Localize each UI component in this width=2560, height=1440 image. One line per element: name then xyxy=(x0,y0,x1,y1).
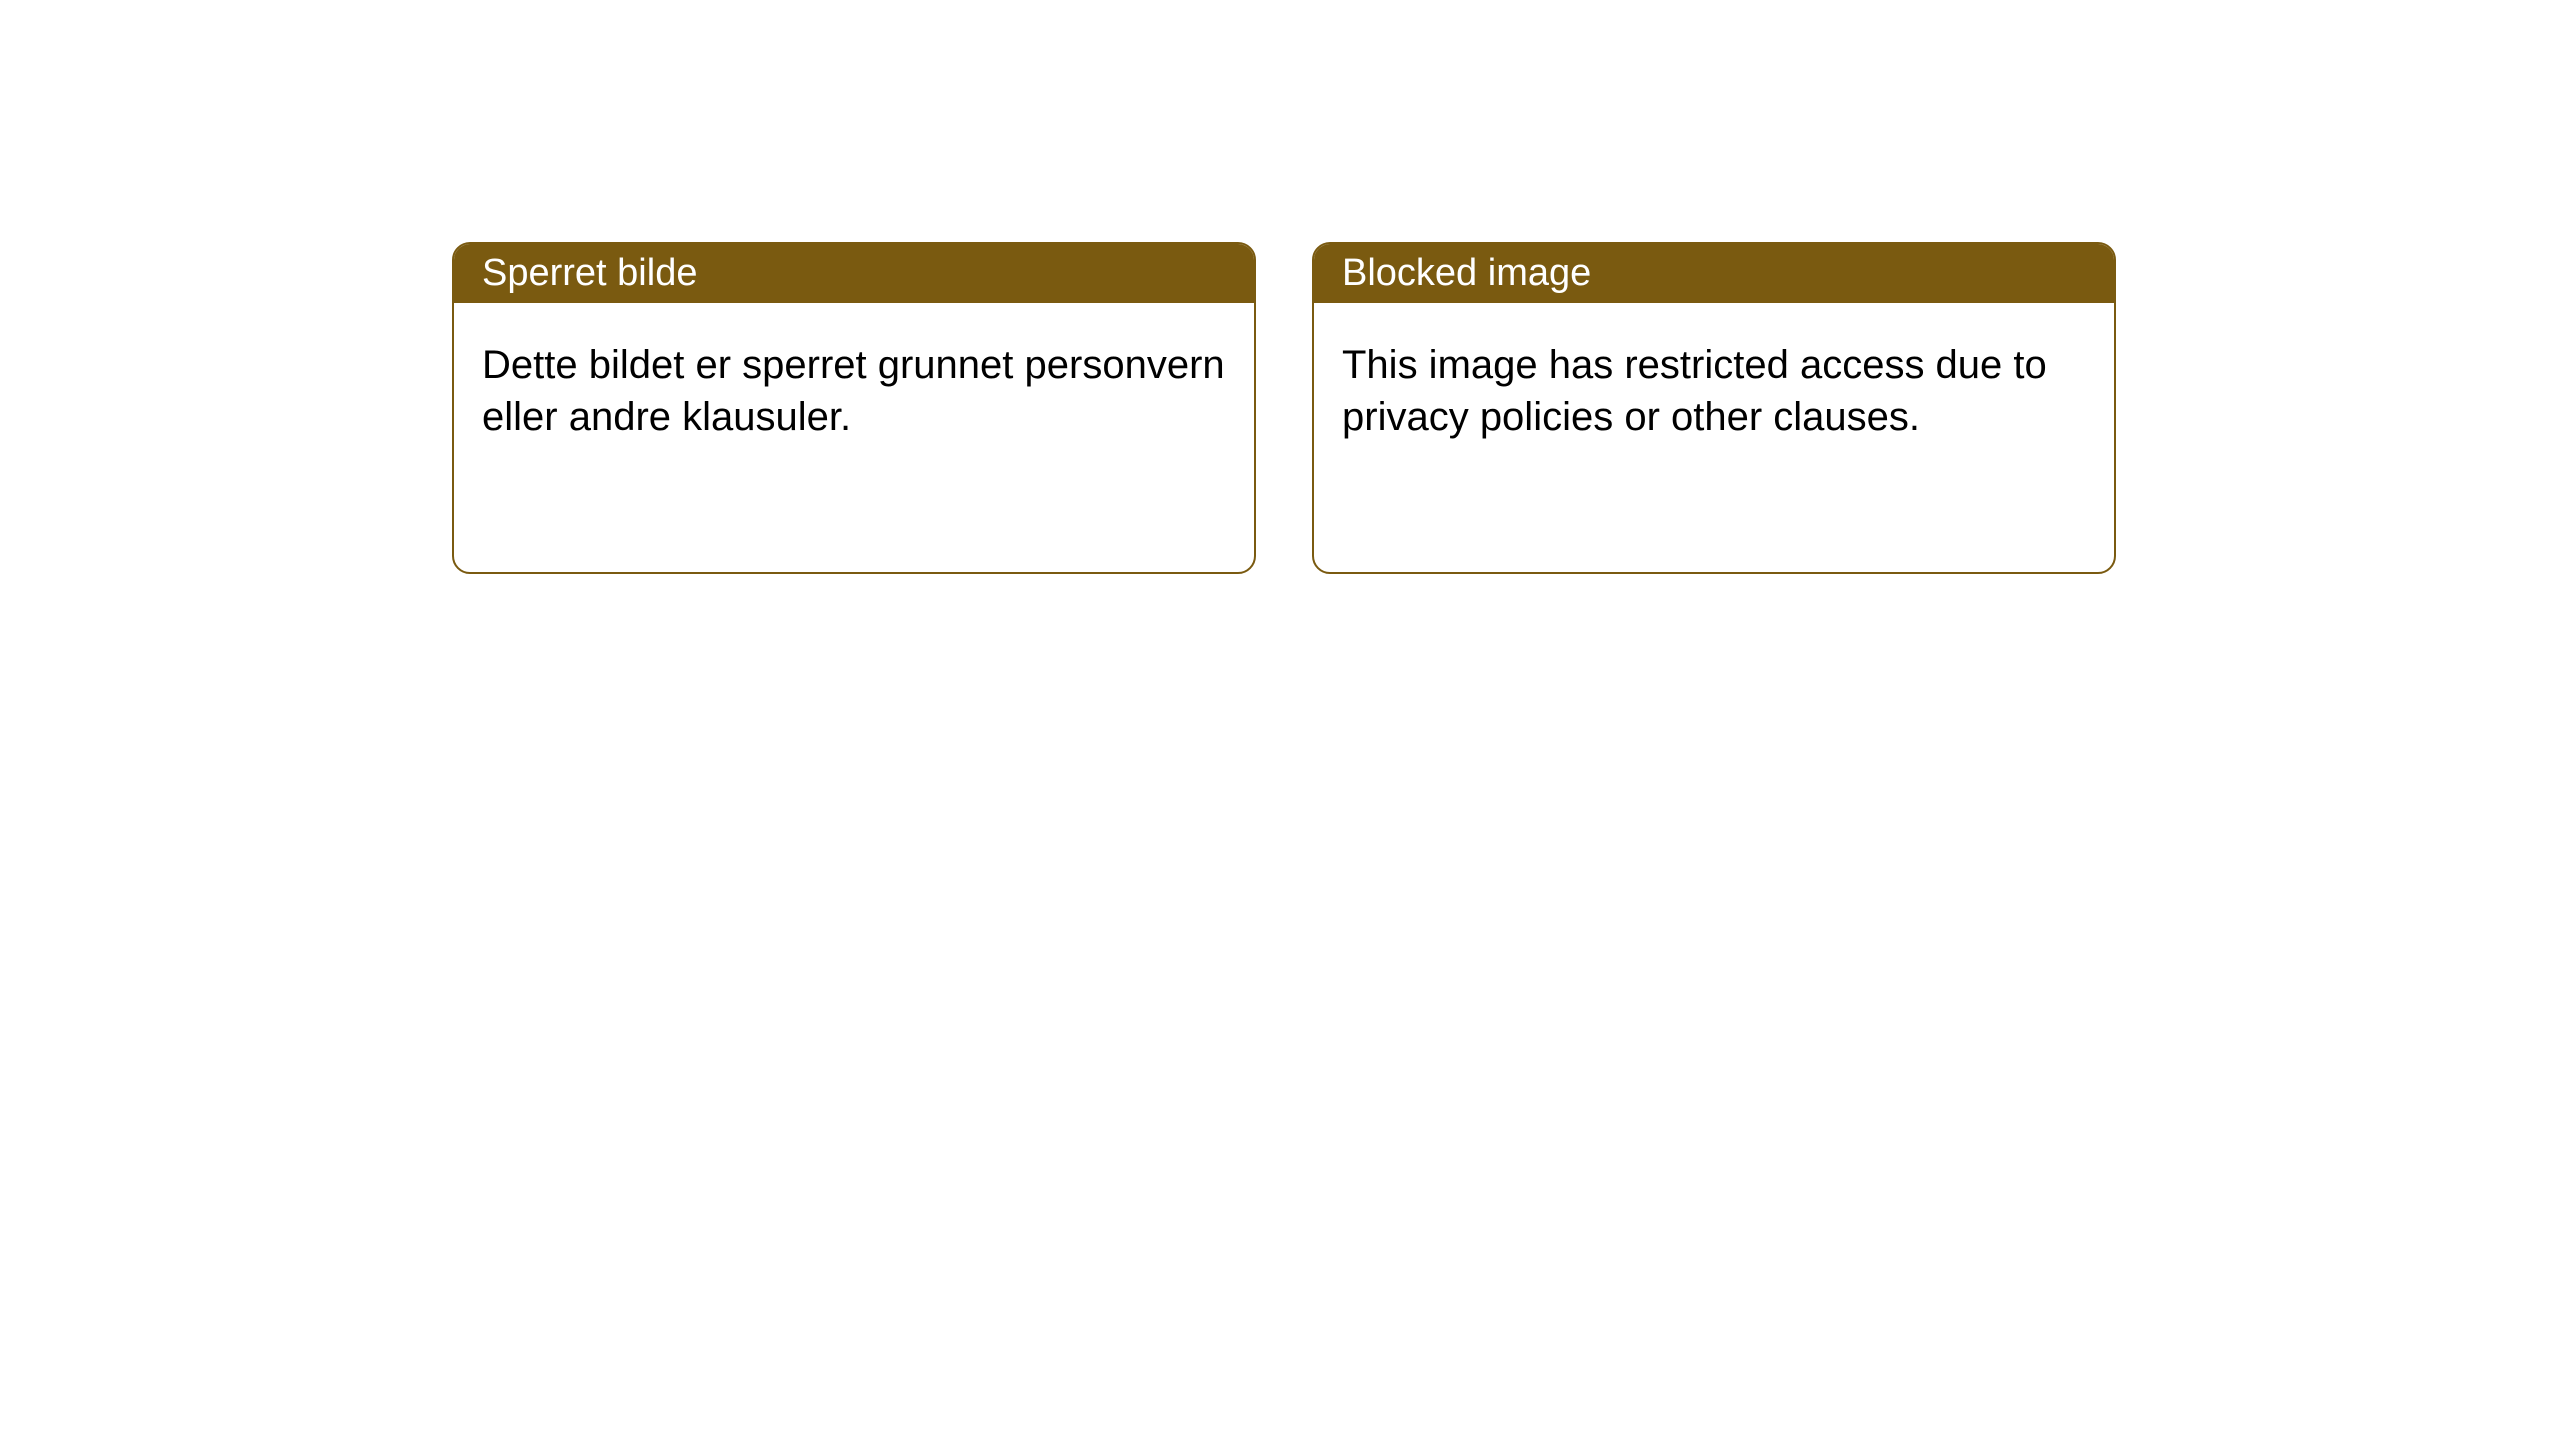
notice-card-norwegian: Sperret bilde Dette bildet er sperret gr… xyxy=(452,242,1256,574)
card-header: Blocked image xyxy=(1314,244,2114,303)
card-title: Sperret bilde xyxy=(482,252,697,294)
notice-card-english: Blocked image This image has restricted … xyxy=(1312,242,2116,574)
card-body-text: This image has restricted access due to … xyxy=(1342,343,2047,439)
card-header: Sperret bilde xyxy=(454,244,1254,303)
card-title: Blocked image xyxy=(1342,252,1591,294)
card-body: This image has restricted access due to … xyxy=(1314,303,2114,479)
notice-container: Sperret bilde Dette bildet er sperret gr… xyxy=(0,0,2560,574)
card-body-text: Dette bildet er sperret grunnet personve… xyxy=(482,343,1225,439)
card-body: Dette bildet er sperret grunnet personve… xyxy=(454,303,1254,479)
